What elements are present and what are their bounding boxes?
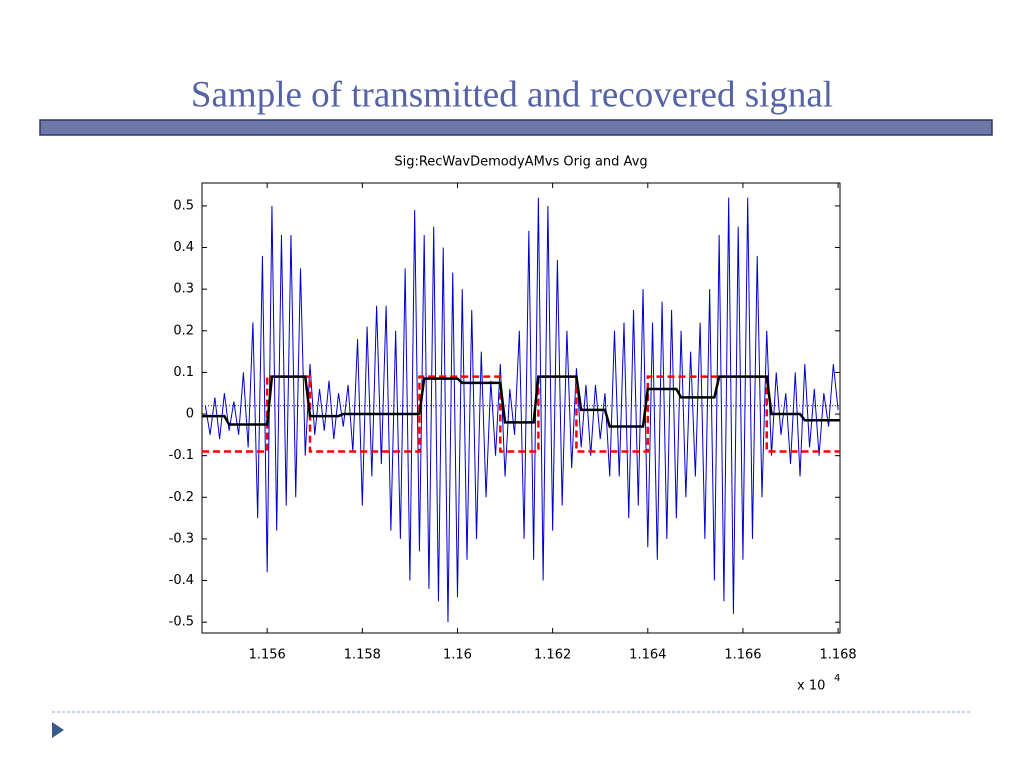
y-tick-label: 0 (186, 407, 194, 422)
y-tick-label: 0.2 (173, 323, 194, 338)
x-tick-label: 1.16 (443, 648, 472, 663)
series-line (202, 375, 840, 428)
title-bar (39, 119, 993, 136)
x-tick-label: 1.162 (534, 648, 571, 663)
chart-title: Sig:RecWavDemodyAMvs Orig and Avg (394, 155, 647, 170)
y-tick-label: -0.5 (169, 615, 194, 630)
x-tick-label: 1.156 (249, 648, 286, 663)
y-tick-label: -0.3 (169, 531, 194, 546)
x-tick-label: 1.166 (724, 648, 761, 663)
y-tick-label: -0.1 (169, 448, 194, 463)
y-tick-label: -0.4 (169, 573, 194, 588)
y-tick-label: 0.3 (173, 282, 194, 297)
x-multiplier: x 10 (797, 679, 825, 694)
bullet-icon (52, 722, 64, 738)
y-tick-label: -0.2 (169, 490, 194, 505)
x-tick-label: 1.158 (344, 648, 381, 663)
series-line (202, 375, 840, 453)
x-multiplier-exponent: 4 (834, 673, 840, 684)
x-tick-label: 1.168 (819, 648, 856, 663)
slide-title: Sample of transmitted and recovered sign… (191, 74, 833, 115)
y-tick-label: 0.5 (173, 198, 194, 213)
y-tick-label: 0.1 (173, 365, 194, 380)
x-tick-label: 1.164 (629, 648, 666, 663)
y-tick-label: 0.4 (173, 240, 194, 255)
